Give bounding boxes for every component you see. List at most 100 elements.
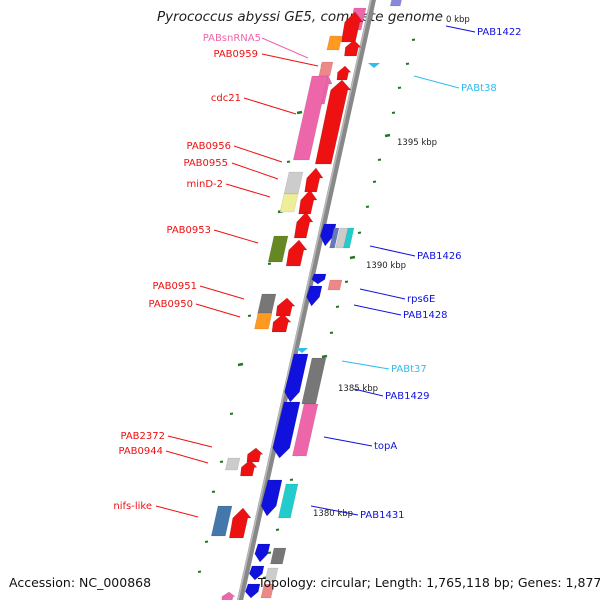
accession-text: Accession: NC_000868 [9, 575, 152, 590]
feature-gray-4 [264, 567, 279, 583]
gene-label: PAB0944 [118, 446, 163, 457]
feature-red-6 [275, 297, 296, 317]
ruler-tick [296, 110, 303, 115]
feature-red-3 [336, 65, 352, 81]
feature-pab0944 [225, 457, 241, 471]
feature-pab1429 [284, 353, 309, 403]
ruler-tick [335, 305, 340, 308]
gene-label: topA [374, 441, 397, 452]
gene-label: cdc21 [211, 93, 241, 104]
feature-topa-blue [272, 401, 301, 459]
topology-text: Topology: circular; Length: 1,765,118 bp… [258, 575, 600, 590]
feature-top-blue [389, 0, 402, 7]
ruler-tick [372, 180, 377, 183]
gene-label: rps6E [407, 294, 435, 305]
ruler-tick [267, 551, 272, 554]
feature-pab0953 [267, 235, 289, 263]
gene-label: PAB1431 [360, 510, 405, 521]
leader-line [261, 37, 309, 59]
feature-orange-1 [326, 35, 343, 51]
gene-label: PABsnRNA5 [203, 33, 261, 44]
feature-red-7 [271, 313, 292, 333]
ruler-tick [267, 262, 272, 265]
ruler-tick [237, 362, 244, 367]
feature-pink-b [221, 591, 236, 600]
axis-highlight [237, 0, 372, 600]
gene-label: PAB0953 [166, 225, 211, 236]
leader-line [231, 162, 279, 180]
gene-label: PABt38 [461, 83, 497, 94]
ruler-tick [204, 540, 209, 543]
leader-line [243, 97, 297, 115]
ruler-tick [247, 314, 252, 317]
feature-pab0951 [257, 293, 277, 315]
leader-line [369, 245, 416, 257]
ruler-tick [411, 38, 416, 41]
ruler-tick [397, 86, 402, 89]
gene-label: PABt37 [391, 364, 427, 375]
ruler-tick [377, 158, 382, 161]
ruler-tick [211, 490, 216, 493]
feature-pab1431-a [260, 479, 283, 517]
feature-pab0959 [318, 61, 334, 77]
gene-label: PAB0950 [148, 299, 193, 310]
label-leader-lines [155, 25, 476, 518]
feature-pab1426-d [329, 227, 340, 249]
leader-line [359, 288, 406, 300]
feature-pabt38 [368, 63, 380, 68]
leader-line [353, 388, 384, 397]
feature-red-2 [344, 39, 362, 57]
ruler-tick [275, 528, 280, 531]
gene-label: PAB0951 [152, 281, 197, 292]
feature-pabt37 [296, 348, 308, 353]
feature-rps6e [327, 279, 343, 291]
feature-red-4 [314, 79, 352, 165]
leader-line [341, 360, 390, 370]
gene-label: minD-2 [186, 179, 223, 190]
axis-line [237, 0, 376, 600]
feature-pab2372 [246, 447, 264, 463]
feature-red-9 [229, 507, 252, 539]
gene-label: PAB0956 [186, 141, 231, 152]
ruler-tick [219, 460, 224, 463]
feature-pab1431-b [278, 483, 299, 519]
gene-label: PAB1428 [403, 310, 448, 321]
ruler-tick [286, 160, 291, 163]
ruler-labels: 0 kbp 1395 kbp 1390 kbp 1385 kbp 1380 kbp [313, 15, 470, 519]
feature-cdc21 [292, 75, 329, 161]
feature-mind2 [279, 193, 299, 213]
feature-blue-b3 [244, 583, 261, 599]
feature-pab1428 [306, 285, 323, 307]
ruler-tick [405, 62, 410, 65]
ruler-label: 1380 kbp [313, 509, 353, 519]
ruler-tick [229, 412, 234, 415]
ruler-label: 0 kbp [446, 15, 470, 25]
gene-label: PAB1422 [477, 27, 522, 38]
feature-mind2-red [293, 211, 314, 239]
feature-red-8 [240, 459, 258, 477]
ruler-tick [357, 231, 362, 234]
gene-features [210, 0, 402, 600]
leader-line [310, 505, 359, 516]
leader-line [233, 145, 283, 163]
ruler-tick [344, 280, 349, 283]
leader-line [445, 25, 476, 33]
feature-red-5 [285, 239, 308, 267]
leader-line [167, 435, 213, 448]
feature-pab1426-a [320, 223, 337, 247]
leader-line [195, 303, 241, 318]
feature-pab0950 [254, 312, 273, 330]
ruler-label: 1390 kbp [366, 261, 406, 271]
feature-nifs-like [210, 505, 233, 537]
feature-gray-3 [270, 547, 287, 565]
leader-line [155, 505, 199, 518]
gene-label: nifs-like [113, 501, 152, 512]
feature-gray-1 [283, 171, 304, 195]
feature-blue-b2 [248, 565, 265, 581]
gene-label: PAB1429 [385, 391, 430, 402]
ruler-tick [365, 205, 370, 208]
gene-label: PAB0959 [213, 49, 258, 60]
leader-line [261, 53, 319, 67]
gene-label: PAB0955 [183, 158, 228, 169]
leader-line [323, 436, 373, 447]
